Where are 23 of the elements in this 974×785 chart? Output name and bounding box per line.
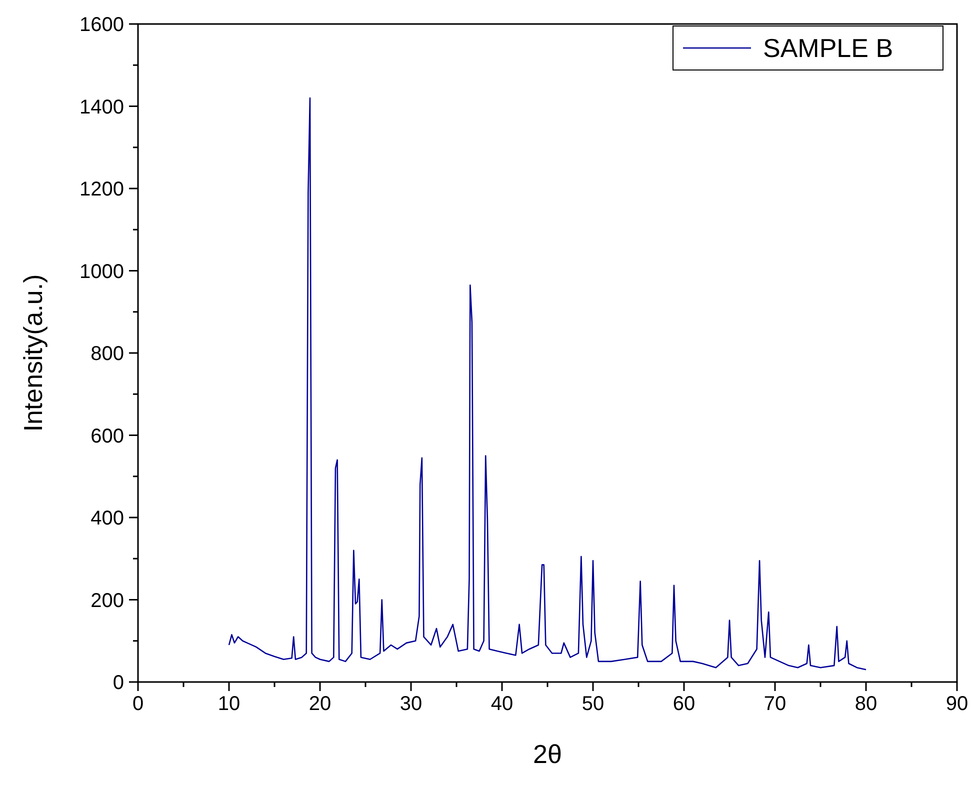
x-tick-label: 20 bbox=[308, 693, 332, 715]
x-tick-label: 10 bbox=[218, 693, 240, 715]
y-tick-label: 400 bbox=[90, 508, 124, 530]
x-tick-label: 40 bbox=[490, 693, 514, 715]
y-tick-label: 200 bbox=[90, 590, 124, 612]
y-tick-label: 1600 bbox=[80, 14, 124, 36]
x-tick-label: 50 bbox=[582, 693, 604, 715]
x-tick-label: 60 bbox=[672, 693, 696, 715]
x-axis-title: 2θ bbox=[533, 739, 562, 769]
y-tick-label: 1400 bbox=[80, 96, 124, 118]
x-tick-label: 90 bbox=[946, 693, 968, 715]
x-tick-label: 70 bbox=[764, 693, 786, 715]
y-tick-label: 1200 bbox=[80, 178, 124, 200]
x-tick-label: 0 bbox=[132, 693, 144, 715]
y-tick-label: 600 bbox=[90, 425, 124, 448]
x-tick-label: 80 bbox=[854, 693, 878, 715]
x-tick-label: 30 bbox=[400, 693, 422, 715]
legend-label: SAMPLE B bbox=[763, 33, 894, 63]
y-tick-label: 0 bbox=[112, 672, 124, 694]
line-series bbox=[228, 97, 867, 670]
y-tick-label: 1000 bbox=[80, 260, 124, 283]
y-axis-title: Intensity(a.u.) bbox=[18, 274, 48, 432]
y-tick-label: 800 bbox=[90, 343, 124, 365]
